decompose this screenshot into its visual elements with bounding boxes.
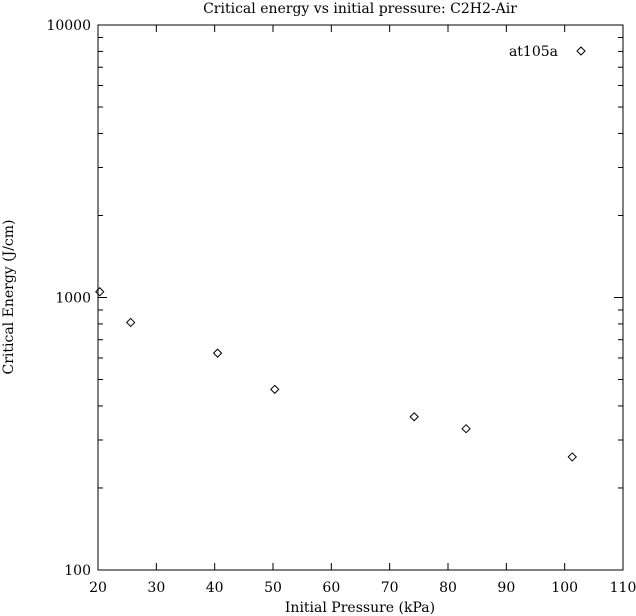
legend: at105a (509, 44, 586, 60)
y-axis-label: Critical Energy (J/cm) (1, 219, 17, 374)
x-axis: 20 30 40 50 60 70 80 90 100 110 (89, 25, 636, 596)
x-tick-label: 30 (147, 580, 165, 596)
x-tick-label: 100 (551, 580, 578, 596)
legend-label: at105a (509, 44, 558, 60)
x-tick-label: 80 (439, 580, 457, 596)
chart-title: Critical energy vs initial pressure: C2H… (203, 1, 517, 17)
x-tick-label: 60 (322, 580, 340, 596)
y-tick-label: 1000 (55, 291, 91, 307)
data-point (567, 452, 577, 462)
x-tick-label: 50 (264, 580, 282, 596)
data-point (461, 423, 471, 434)
x-tick-label: 20 (89, 580, 107, 596)
x-tick-label: 110 (610, 580, 636, 596)
data-points (95, 287, 577, 462)
legend-marker (576, 46, 586, 56)
data-point (212, 348, 223, 358)
y-tick-label: 100 (64, 563, 91, 579)
plot-frame (97, 24, 624, 571)
data-point (125, 317, 136, 328)
data-point (409, 412, 419, 422)
data-point (95, 287, 105, 297)
x-tick-label: 90 (497, 580, 515, 596)
y-axis: 100 1000 10000 (46, 18, 623, 579)
x-tick-label: 40 (206, 580, 224, 596)
x-tick-label: 70 (381, 580, 399, 596)
data-point (270, 384, 280, 395)
y-tick-label: 10000 (46, 18, 91, 34)
x-axis-label: Initial Pressure (kPa) (285, 600, 435, 616)
